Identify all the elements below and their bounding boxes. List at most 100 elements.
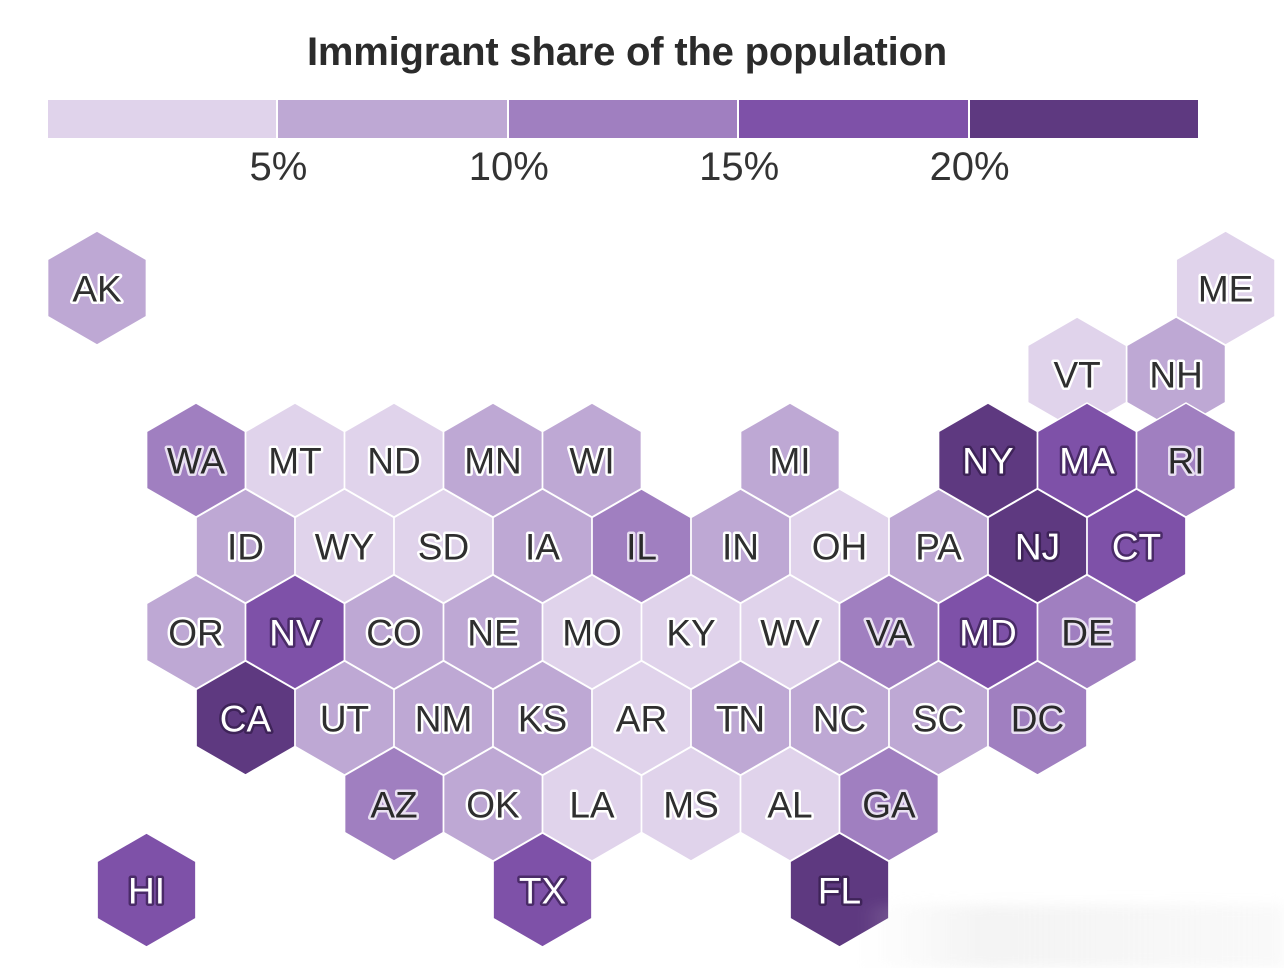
state-hex-shape: [96, 832, 197, 948]
state-hex-me: ME: [1175, 230, 1276, 346]
state-label: TX: [519, 871, 566, 912]
state-hex-al: AL: [739, 746, 841, 862]
state-hex-ma: MA: [1036, 402, 1138, 518]
state-hex-wa: WA: [145, 402, 247, 518]
state-label: CT: [1112, 527, 1161, 568]
state-hex-tn: TN: [690, 660, 791, 776]
state-label: VA: [866, 613, 913, 654]
state-hex-ri: RI: [1135, 402, 1237, 518]
state-hex-sc: SC: [888, 660, 989, 776]
state-label: WY: [315, 527, 375, 568]
state-label: ID: [227, 527, 264, 568]
legend-swatch-1: [278, 100, 507, 138]
state-label: WI: [569, 441, 614, 482]
state-hex-nd: ND: [343, 402, 445, 518]
state-hex-ut: UT: [294, 660, 395, 776]
state-hex-co: CO: [343, 574, 445, 690]
state-hex-nj: NJ: [987, 488, 1088, 604]
state-label: OR: [168, 613, 224, 654]
legend-swatch-0: [48, 100, 277, 138]
state-hex-md: MD: [937, 574, 1039, 690]
state-label: IL: [626, 527, 657, 568]
state-label: ME: [1198, 269, 1254, 310]
state-hex-ca: CA: [195, 660, 296, 776]
state-label: KY: [666, 613, 715, 654]
state-hex-mi: MI: [739, 402, 841, 518]
state-hex-pa: PA: [888, 488, 989, 604]
state-label: NJ: [1015, 527, 1060, 568]
state-hex-ms: MS: [640, 746, 742, 862]
state-label: OK: [466, 785, 520, 826]
state-label: TN: [716, 699, 765, 740]
state-hex-wv: WV: [739, 574, 841, 690]
state-label: GA: [862, 785, 916, 826]
state-label: NC: [813, 699, 866, 740]
state-label: OH: [812, 527, 868, 568]
state-hex-la: LA: [541, 746, 643, 862]
state-hex-oh: OH: [789, 488, 890, 604]
state-label: DE: [1061, 613, 1112, 654]
legend-swatch-4: [969, 100, 1198, 138]
state-label: NV: [269, 613, 321, 654]
state-label: AL: [767, 785, 812, 826]
legend-swatch-2: [508, 100, 738, 138]
state-hex-nm: NM: [393, 660, 494, 776]
state-hex-ak: AK: [46, 230, 148, 346]
legend-threshold-label: 10%: [468, 145, 549, 189]
state-label: MT: [268, 441, 321, 482]
state-label: FL: [818, 871, 861, 912]
state-hex-ga: GA: [838, 746, 940, 862]
state-hex-hi: HI: [96, 832, 197, 948]
state-hex-il: IL: [591, 488, 692, 604]
state-label: CO: [366, 613, 422, 654]
legend-threshold-label: 15%: [699, 145, 780, 189]
state-label: RI: [1168, 441, 1205, 482]
state-label: KS: [518, 699, 567, 740]
state-label: LA: [569, 785, 615, 826]
state-label: MS: [663, 785, 719, 826]
state-label: SD: [418, 527, 469, 568]
state-label: AZ: [370, 785, 417, 826]
state-label: ND: [367, 441, 420, 482]
state-label: MI: [769, 441, 810, 482]
state-label: UT: [320, 699, 369, 740]
state-label: IA: [525, 527, 560, 568]
state-hex-dc: DC: [987, 660, 1088, 776]
state-hex-shape: [987, 660, 1088, 776]
state-label: MA: [1059, 441, 1115, 482]
legend-threshold-label: 20%: [929, 145, 1010, 189]
state-label: AK: [72, 269, 122, 310]
state-hex-mt: MT: [244, 402, 346, 518]
legend-threshold-label: 5%: [249, 145, 308, 189]
state-label: WA: [167, 441, 226, 482]
state-label: NM: [415, 699, 473, 740]
state-label: VT: [1053, 355, 1100, 396]
state-hex-ar: AR: [591, 660, 692, 776]
state-hex-vt: VT: [1026, 316, 1128, 432]
state-label: DC: [1011, 699, 1064, 740]
legend-swatch-3: [739, 100, 968, 138]
state-hex-nh: NH: [1125, 316, 1227, 432]
state-hex-shape: [492, 832, 593, 948]
state-hex-ky: KY: [640, 574, 742, 690]
state-hex-or: OR: [145, 574, 247, 690]
state-label: NH: [1149, 355, 1202, 396]
state-hex-va: VA: [838, 574, 940, 690]
state-hex-sd: SD: [393, 488, 494, 604]
state-label: WV: [760, 613, 820, 654]
state-hex-ks: KS: [492, 660, 593, 776]
state-label: MN: [464, 441, 522, 482]
state-label: NE: [467, 613, 518, 654]
state-hex-tx: TX: [492, 832, 593, 948]
state-label: NY: [962, 441, 1013, 482]
state-label: PA: [915, 527, 962, 568]
state-hex-wi: WI: [541, 402, 643, 518]
state-hex-shape: [46, 230, 148, 346]
state-label: CA: [220, 699, 272, 740]
state-hex-nc: NC: [789, 660, 890, 776]
state-label: IN: [722, 527, 759, 568]
state-label: HI: [128, 871, 165, 912]
state-label: MO: [562, 613, 622, 654]
corner-fade: [860, 905, 1284, 968]
